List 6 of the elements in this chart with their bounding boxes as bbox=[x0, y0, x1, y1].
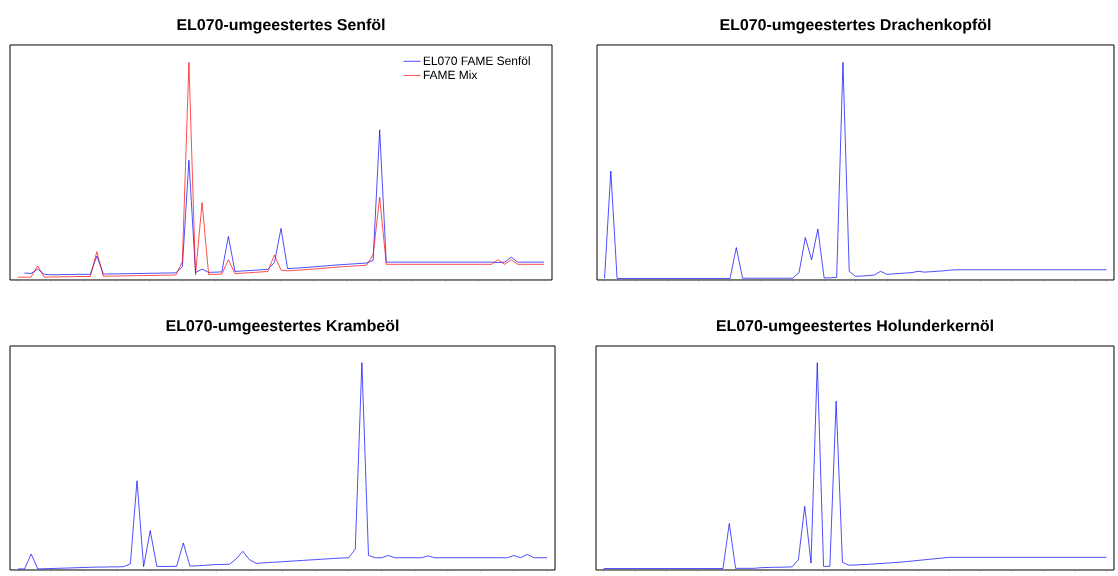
chart-title: EL070-umgeestertes Holunderkernöl bbox=[717, 319, 993, 335]
legend-label: EL070 FAME Senföl bbox=[423, 56, 530, 65]
chart-title: EL070-umgeestertes Krambeöl bbox=[166, 319, 399, 335]
chart-title: EL070-umgeestertes Drachenkopföl bbox=[720, 18, 991, 34]
chart-title: EL070-umgeestertes Senföl bbox=[177, 18, 385, 34]
legend-label: FAME Mix bbox=[423, 70, 478, 80]
